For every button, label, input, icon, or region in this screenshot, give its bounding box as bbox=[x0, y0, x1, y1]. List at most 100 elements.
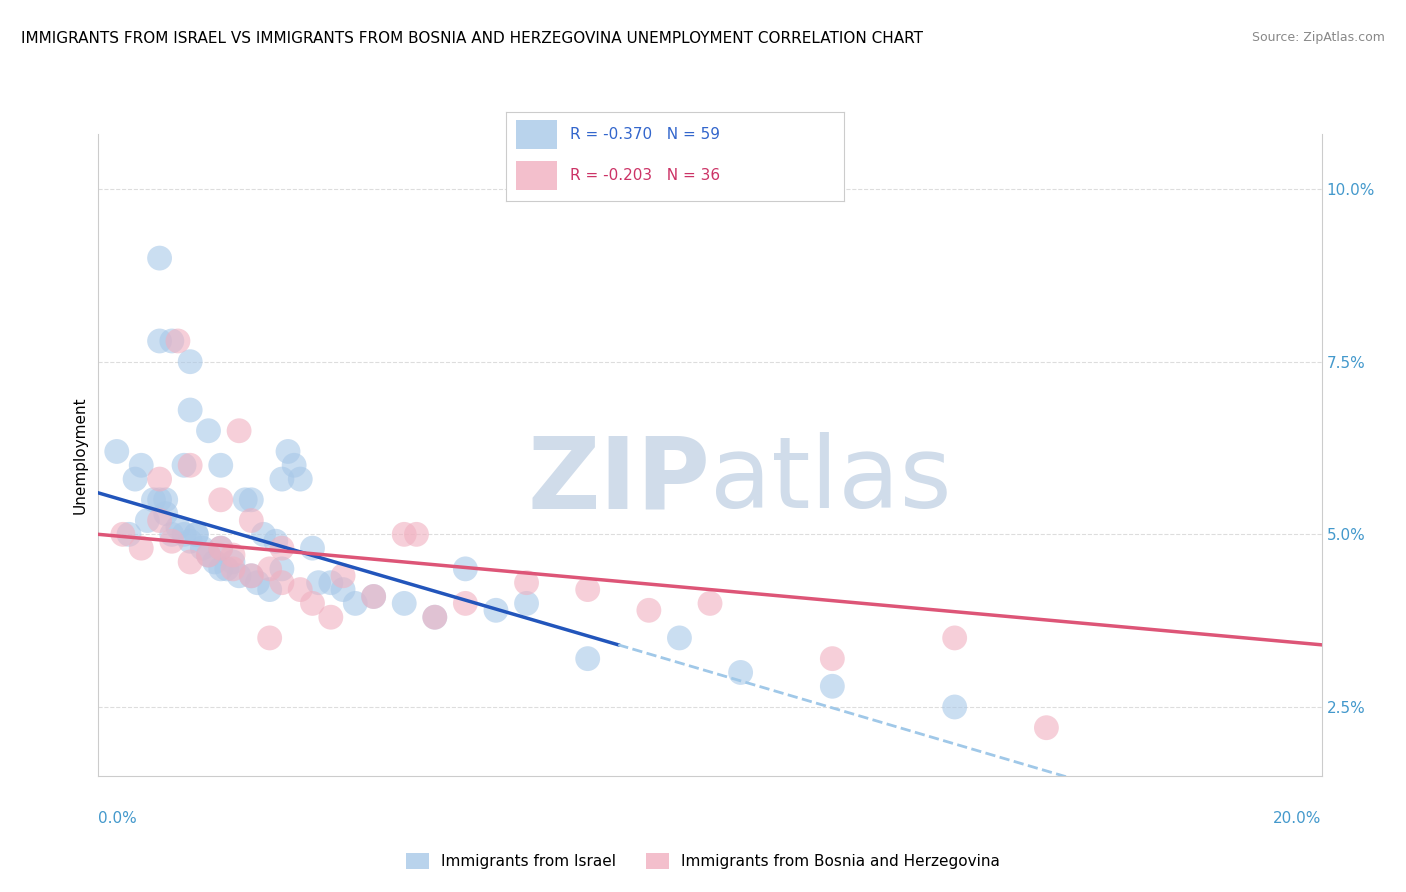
Point bbox=[149, 334, 172, 348]
Point bbox=[209, 458, 232, 473]
Legend: Immigrants from Israel, Immigrants from Bosnia and Herzegovina: Immigrants from Israel, Immigrants from … bbox=[399, 847, 1007, 875]
Point bbox=[485, 603, 508, 617]
Point bbox=[136, 514, 159, 528]
Point bbox=[638, 603, 661, 617]
Point bbox=[332, 568, 354, 582]
Point bbox=[105, 444, 128, 458]
Point bbox=[246, 575, 269, 590]
Point bbox=[179, 354, 201, 368]
Point bbox=[124, 472, 146, 486]
Point bbox=[821, 651, 844, 665]
Point bbox=[319, 575, 342, 590]
Point bbox=[160, 334, 183, 348]
Point bbox=[699, 596, 721, 610]
Point bbox=[319, 610, 342, 624]
Point bbox=[167, 334, 190, 348]
Point bbox=[301, 541, 323, 556]
Point bbox=[209, 541, 232, 556]
Point bbox=[197, 548, 219, 562]
Point bbox=[943, 631, 966, 645]
Point bbox=[197, 424, 219, 438]
Point bbox=[344, 596, 367, 610]
Point bbox=[454, 562, 477, 576]
Point bbox=[191, 541, 214, 556]
Point bbox=[179, 534, 201, 549]
Point bbox=[270, 562, 294, 576]
Point bbox=[160, 527, 183, 541]
Text: 20.0%: 20.0% bbox=[1274, 812, 1322, 826]
Text: R = -0.370   N = 59: R = -0.370 N = 59 bbox=[571, 128, 720, 142]
Point bbox=[259, 562, 281, 576]
Point bbox=[240, 568, 263, 582]
Point bbox=[516, 596, 538, 610]
Point bbox=[423, 610, 446, 624]
Point bbox=[576, 582, 599, 597]
Point bbox=[301, 596, 323, 610]
Point bbox=[730, 665, 752, 680]
Point bbox=[167, 520, 190, 534]
Point bbox=[111, 527, 134, 541]
Point bbox=[149, 514, 172, 528]
Point bbox=[283, 458, 305, 473]
Point bbox=[423, 610, 446, 624]
Point bbox=[222, 555, 245, 569]
Point bbox=[204, 555, 226, 569]
Text: ZIP: ZIP bbox=[527, 432, 710, 529]
Point bbox=[1035, 721, 1057, 735]
Point bbox=[186, 527, 208, 541]
Point bbox=[149, 251, 172, 265]
Text: Source: ZipAtlas.com: Source: ZipAtlas.com bbox=[1251, 31, 1385, 45]
Point bbox=[259, 631, 281, 645]
Point bbox=[392, 596, 416, 610]
Point bbox=[405, 527, 427, 541]
Point bbox=[149, 492, 172, 507]
Point bbox=[233, 492, 256, 507]
Point bbox=[186, 527, 208, 541]
Point bbox=[363, 590, 385, 604]
Point bbox=[270, 472, 294, 486]
Point bbox=[209, 492, 232, 507]
Point bbox=[118, 527, 141, 541]
Text: 0.0%: 0.0% bbox=[98, 812, 138, 826]
Text: atlas: atlas bbox=[710, 432, 952, 529]
Point bbox=[129, 458, 152, 473]
Point bbox=[179, 555, 201, 569]
Point bbox=[129, 541, 152, 556]
Point bbox=[576, 651, 599, 665]
Point bbox=[821, 679, 844, 693]
Point bbox=[240, 568, 263, 582]
Point bbox=[228, 424, 250, 438]
Point bbox=[179, 403, 201, 417]
Point bbox=[173, 527, 195, 541]
Point bbox=[240, 514, 263, 528]
Point bbox=[252, 527, 274, 541]
Point bbox=[363, 590, 385, 604]
Point bbox=[160, 534, 183, 549]
Point bbox=[668, 631, 690, 645]
FancyBboxPatch shape bbox=[516, 120, 557, 149]
Point bbox=[270, 575, 294, 590]
Point bbox=[277, 444, 299, 458]
Point bbox=[228, 568, 250, 582]
Point bbox=[290, 582, 312, 597]
Point bbox=[259, 582, 281, 597]
Point bbox=[142, 492, 165, 507]
Point bbox=[454, 596, 477, 610]
Point bbox=[155, 492, 177, 507]
Point bbox=[179, 458, 201, 473]
FancyBboxPatch shape bbox=[516, 161, 557, 190]
Point bbox=[264, 534, 287, 549]
Point bbox=[222, 548, 245, 562]
Text: R = -0.203   N = 36: R = -0.203 N = 36 bbox=[571, 169, 720, 183]
Point bbox=[197, 548, 219, 562]
Y-axis label: Unemployment: Unemployment bbox=[72, 396, 87, 514]
Point bbox=[215, 562, 238, 576]
Point bbox=[943, 700, 966, 714]
Point bbox=[209, 562, 232, 576]
Point bbox=[270, 541, 294, 556]
Text: IMMIGRANTS FROM ISRAEL VS IMMIGRANTS FROM BOSNIA AND HERZEGOVINA UNEMPLOYMENT CO: IMMIGRANTS FROM ISRAEL VS IMMIGRANTS FRO… bbox=[21, 31, 924, 46]
Point bbox=[155, 507, 177, 521]
Point bbox=[308, 575, 330, 590]
Point bbox=[209, 541, 232, 556]
Point bbox=[392, 527, 416, 541]
